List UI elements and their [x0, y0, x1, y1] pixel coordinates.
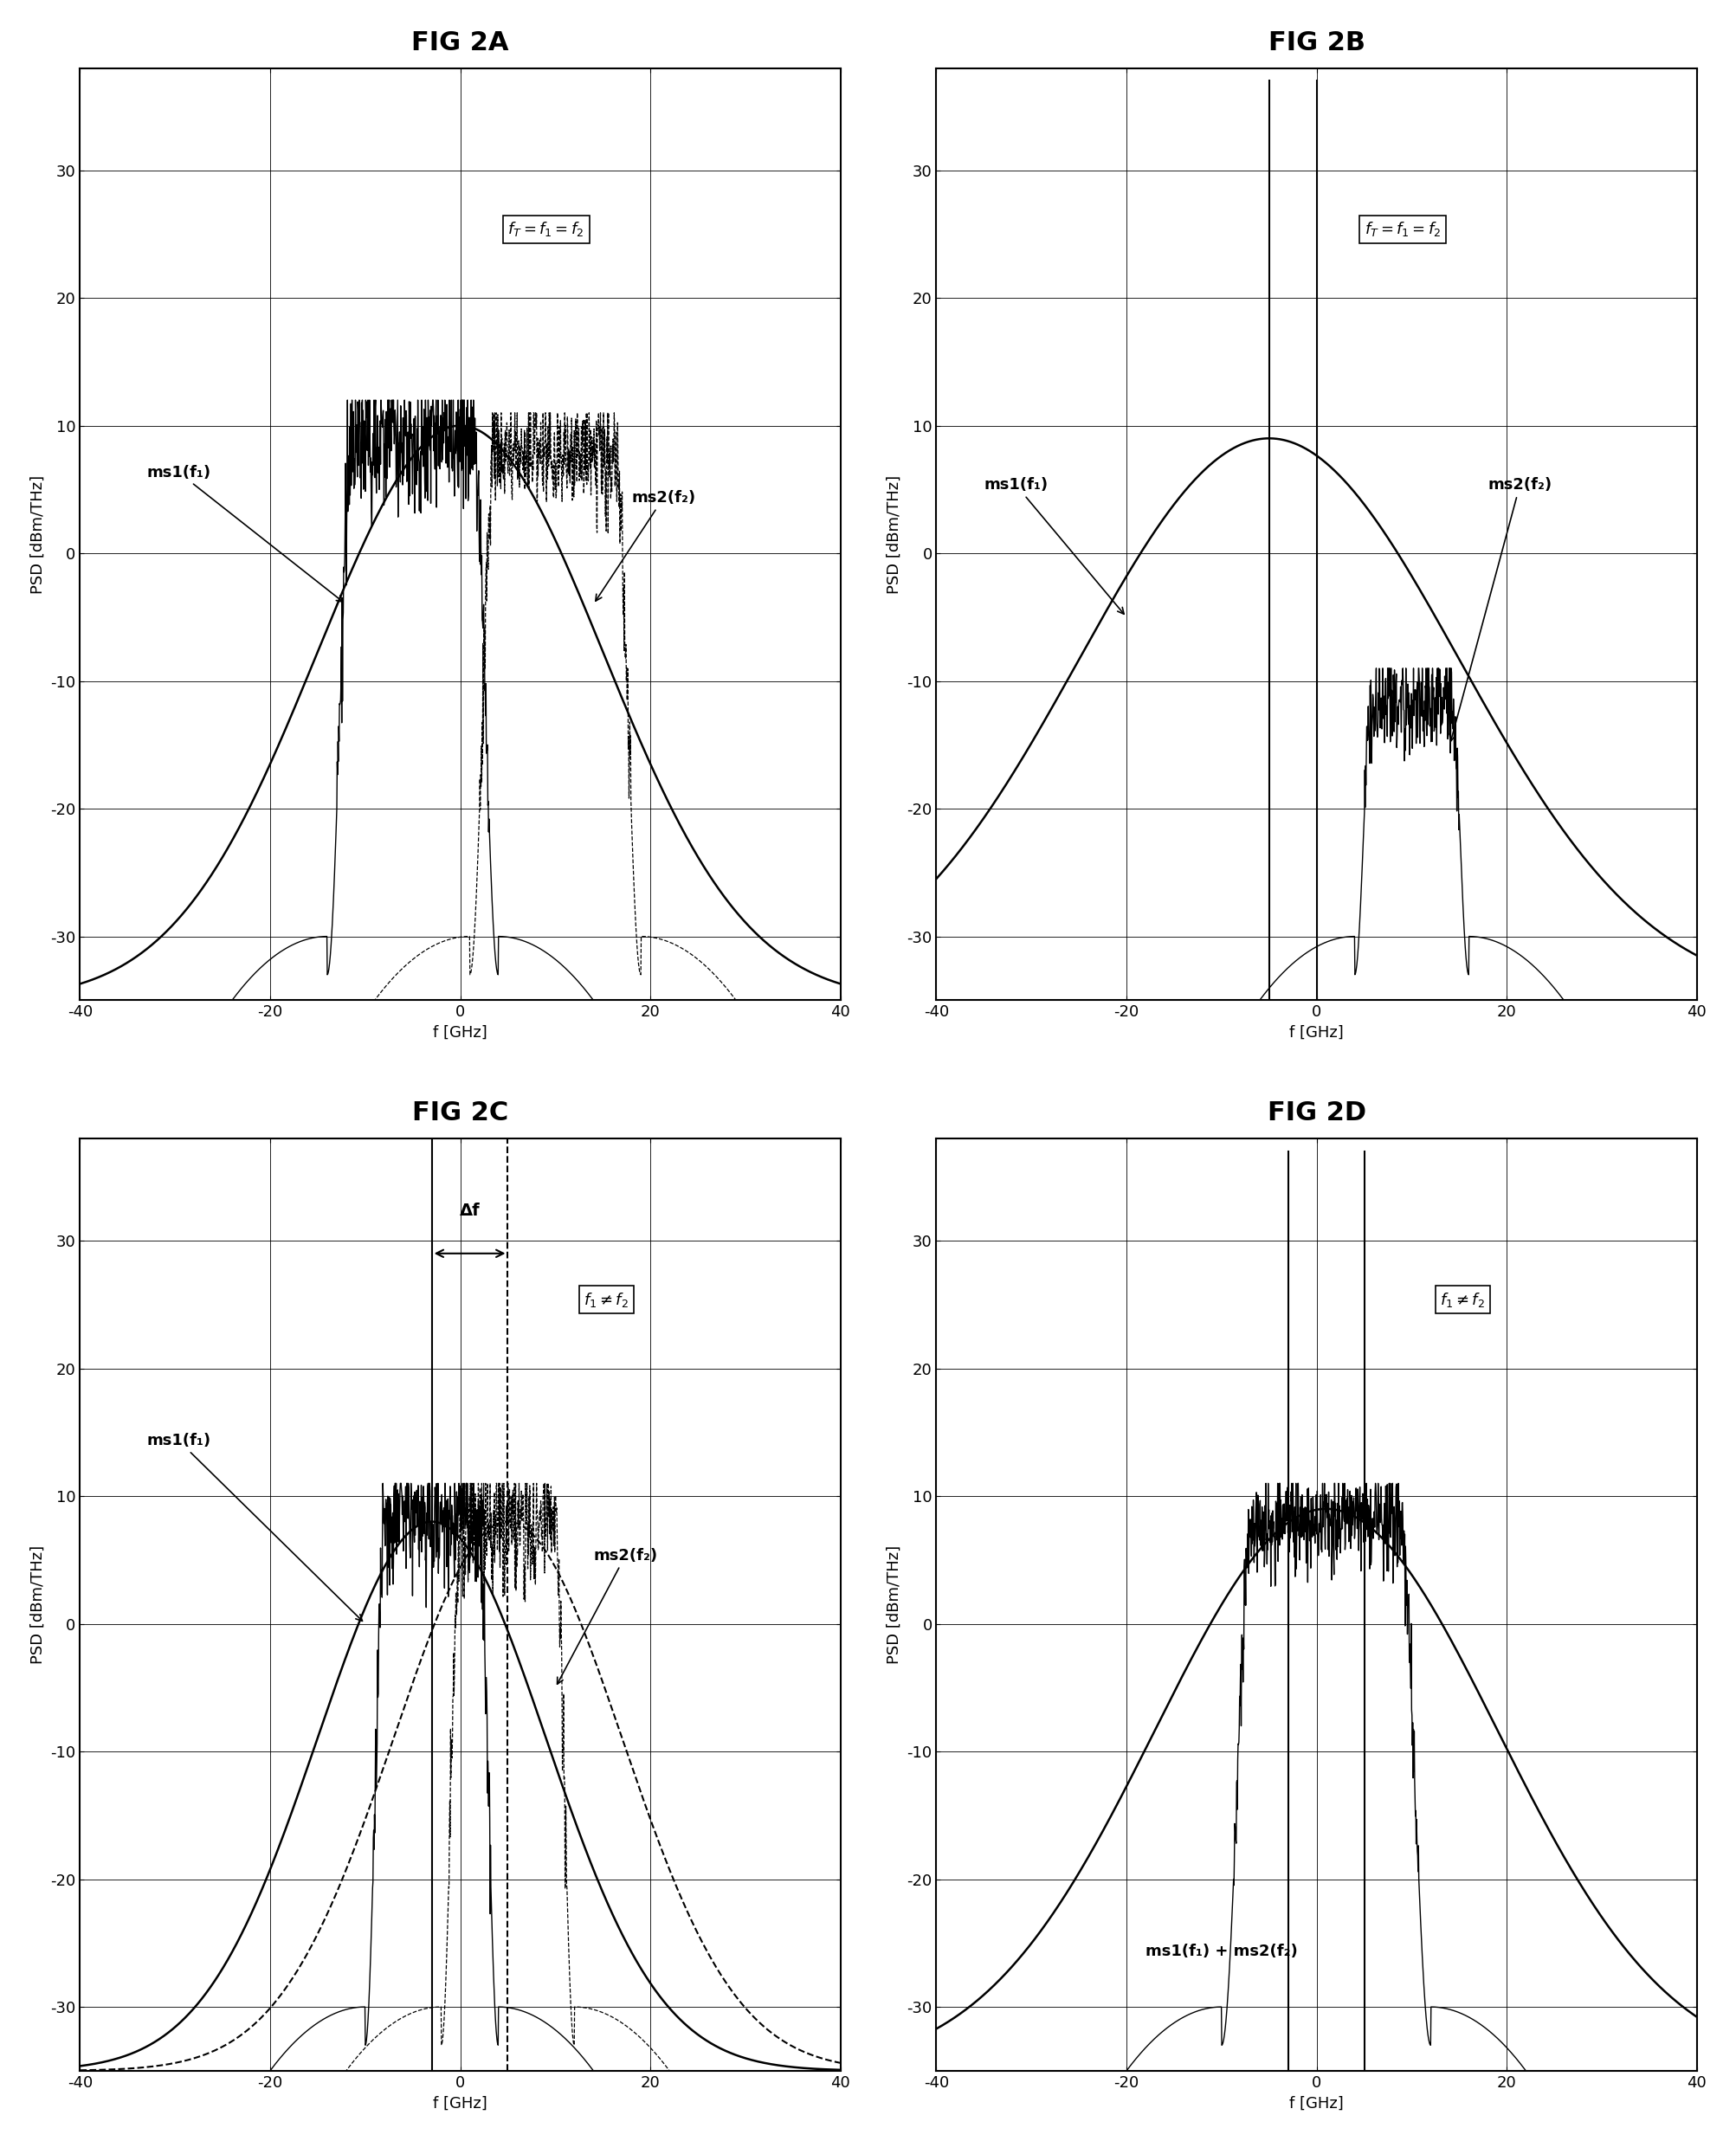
X-axis label: f [GHz]: f [GHz] [1288, 2096, 1344, 2111]
X-axis label: f [GHz]: f [GHz] [1288, 1026, 1344, 1041]
Title: FIG 2B: FIG 2B [1267, 30, 1364, 56]
Text: ms2(f₂): ms2(f₂) [595, 490, 694, 602]
X-axis label: f [GHz]: f [GHz] [432, 2096, 488, 2111]
Text: $f_T = f_1 = f_2$: $f_T = f_1 = f_2$ [1363, 221, 1441, 238]
Text: ms2(f₂): ms2(f₂) [1450, 477, 1552, 741]
Y-axis label: PSD [dBm/THz]: PSD [dBm/THz] [30, 1546, 45, 1664]
X-axis label: f [GHz]: f [GHz] [432, 1026, 488, 1041]
Text: Δf: Δf [460, 1201, 479, 1218]
Text: ms1(f₁): ms1(f₁) [984, 477, 1123, 614]
Text: ms1(f₁): ms1(f₁) [146, 465, 342, 602]
Text: ms1(f₁): ms1(f₁) [146, 1432, 363, 1621]
Title: FIG 2A: FIG 2A [411, 30, 509, 56]
Text: ms1(f₁) + ms2(f₂): ms1(f₁) + ms2(f₂) [1146, 1944, 1297, 1959]
Y-axis label: PSD [dBm/THz]: PSD [dBm/THz] [885, 1546, 901, 1664]
Title: FIG 2D: FIG 2D [1267, 1100, 1366, 1126]
Text: ms2(f₂): ms2(f₂) [557, 1548, 658, 1685]
Text: $f_1 \neq f_2$: $f_1 \neq f_2$ [1439, 1291, 1484, 1308]
Text: $f_1 \neq f_2$: $f_1 \neq f_2$ [583, 1291, 628, 1308]
Text: $f_T = f_1 = f_2$: $f_T = f_1 = f_2$ [507, 221, 585, 238]
Y-axis label: PSD [dBm/THz]: PSD [dBm/THz] [30, 475, 45, 593]
Title: FIG 2C: FIG 2C [411, 1100, 509, 1126]
Y-axis label: PSD [dBm/THz]: PSD [dBm/THz] [885, 475, 901, 593]
